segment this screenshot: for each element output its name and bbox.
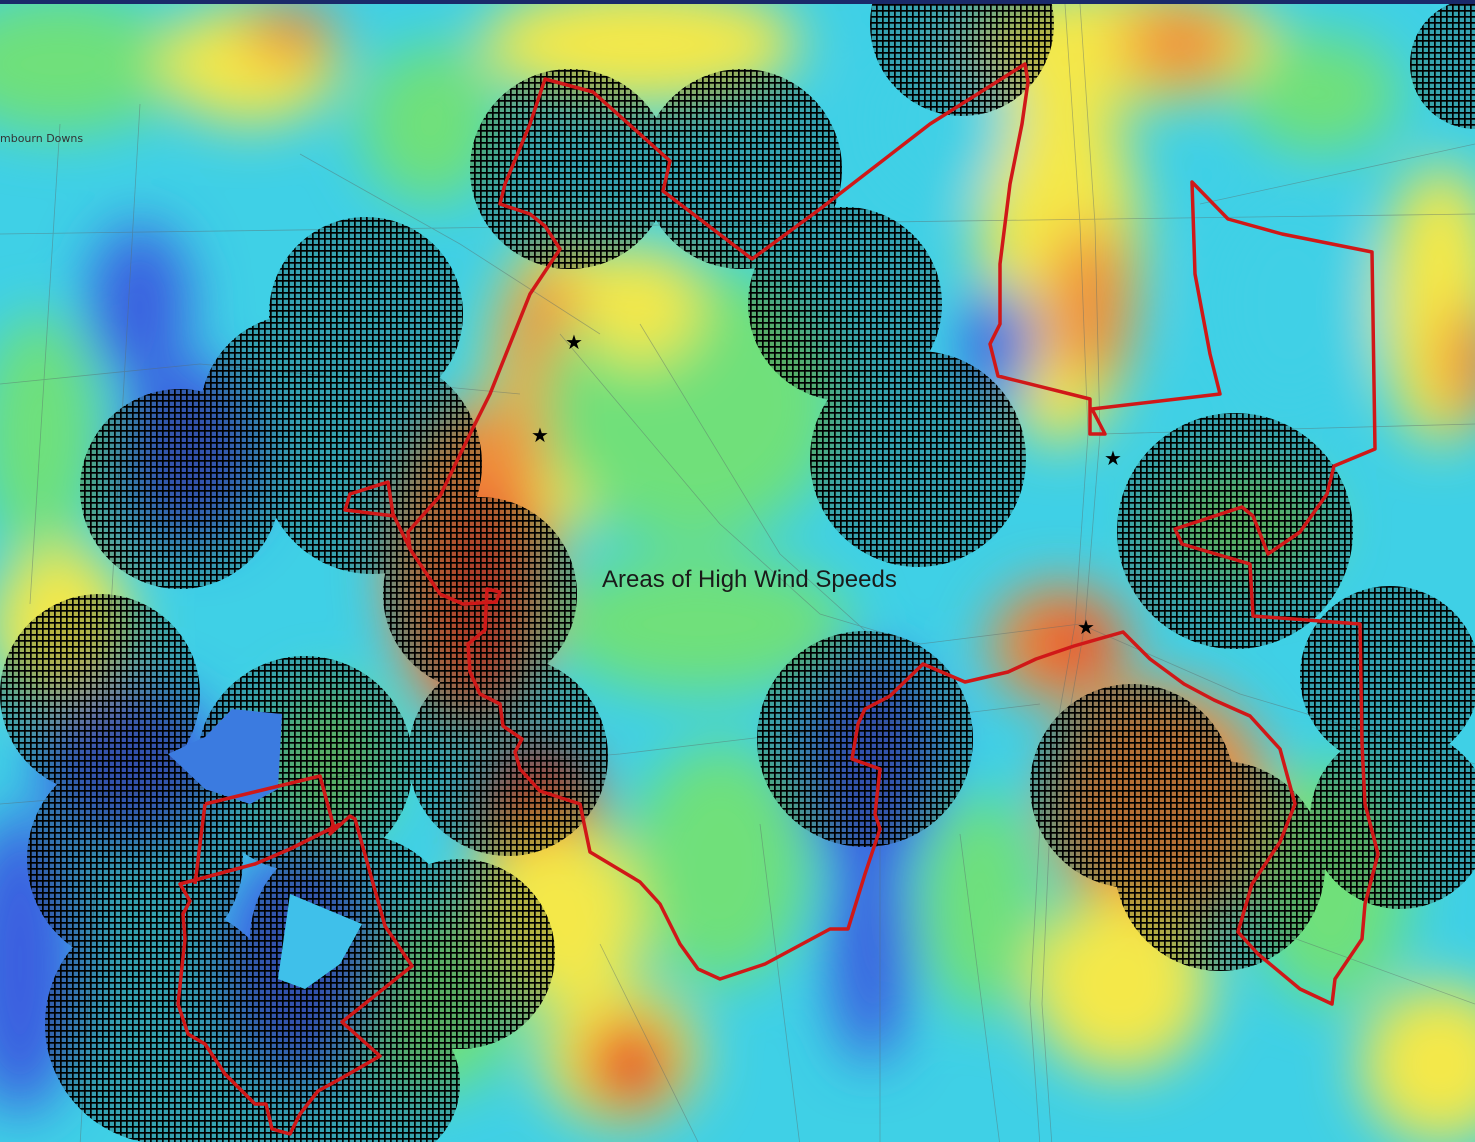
place-label: mbourn Downs (0, 132, 84, 145)
star-marker: ★ (1104, 446, 1122, 470)
boundary-west-notch (343, 480, 412, 550)
boundary-southwest (176, 774, 414, 1136)
star-marker: ★ (565, 330, 583, 354)
map-canvas (0, 4, 1475, 1142)
star-marker: ★ (1077, 615, 1095, 639)
base-map-lines (0, 4, 1475, 1142)
annotation-high-wind-speeds: Areas of High Wind Speeds (602, 566, 897, 593)
boundary-west (406, 62, 1380, 1006)
star-marker: ★ (531, 423, 549, 447)
site-boundaries (176, 62, 1380, 1136)
